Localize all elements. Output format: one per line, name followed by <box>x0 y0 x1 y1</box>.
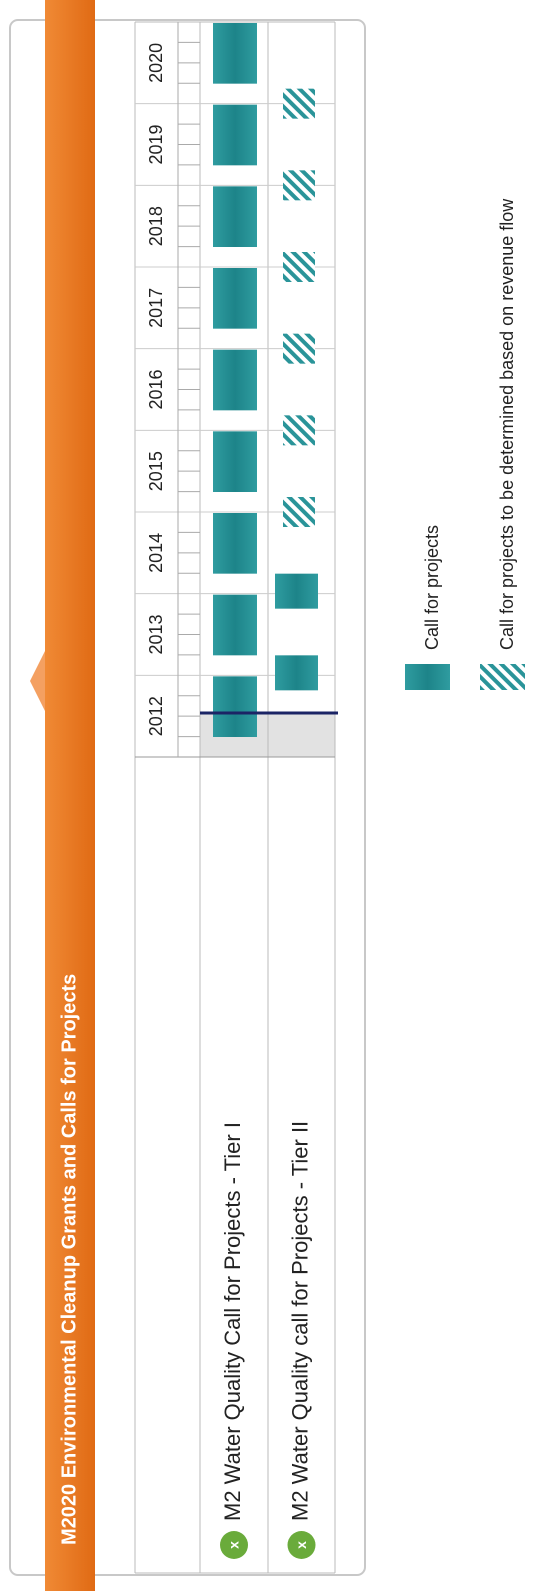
schedule-bar <box>213 594 257 656</box>
title-banner <box>45 0 95 1591</box>
year-label: 2020 <box>146 43 166 83</box>
year-label: 2015 <box>146 451 166 491</box>
schedule-bar <box>283 497 315 527</box>
legend-label: Call for projects to be determined based… <box>497 198 517 650</box>
schedule-bar <box>283 88 315 119</box>
schedule-bar <box>275 573 318 609</box>
year-label: 2012 <box>146 696 166 736</box>
row-label: M2 Water Quality Call for Projects - Tie… <box>220 1122 245 1521</box>
schedule-bar <box>283 333 315 364</box>
year-label: 2018 <box>146 206 166 246</box>
status-icon-text: x <box>293 1541 309 1549</box>
status-icon <box>287 1531 316 1559</box>
schedule-bar <box>283 252 315 282</box>
year-label: 2013 <box>146 614 166 654</box>
status-icon <box>220 1531 248 1559</box>
status-icon-text: x <box>226 1541 242 1549</box>
legend-label: Call for projects <box>422 525 442 650</box>
schedule-bar <box>213 431 257 492</box>
row-label: M2 Water Quality call for Projects - Tie… <box>287 1121 312 1521</box>
schedule-bar <box>213 513 257 574</box>
schedule-bar <box>213 267 257 329</box>
schedule-bar <box>213 676 257 737</box>
schedule-bar <box>213 349 257 411</box>
schedule-bar <box>283 415 315 446</box>
year-label: 2017 <box>146 288 166 328</box>
year-label: 2019 <box>146 124 166 164</box>
schedule-bar <box>213 104 257 166</box>
banner-chevron <box>30 651 45 711</box>
schedule-bar <box>283 170 315 201</box>
schedule-bar <box>213 22 257 84</box>
panel <box>9 19 366 1576</box>
schedule-bar <box>275 655 318 691</box>
year-label: 2016 <box>146 369 166 409</box>
year-label: 2014 <box>146 533 166 573</box>
rotated-content: M2020 Environmental Cleanup Grants and C… <box>9 0 525 1591</box>
schedule-bar <box>213 186 257 247</box>
title: M2020 Environmental Cleanup Grants and C… <box>58 974 80 1545</box>
legend-swatch <box>480 664 525 690</box>
legend-swatch <box>405 664 450 690</box>
